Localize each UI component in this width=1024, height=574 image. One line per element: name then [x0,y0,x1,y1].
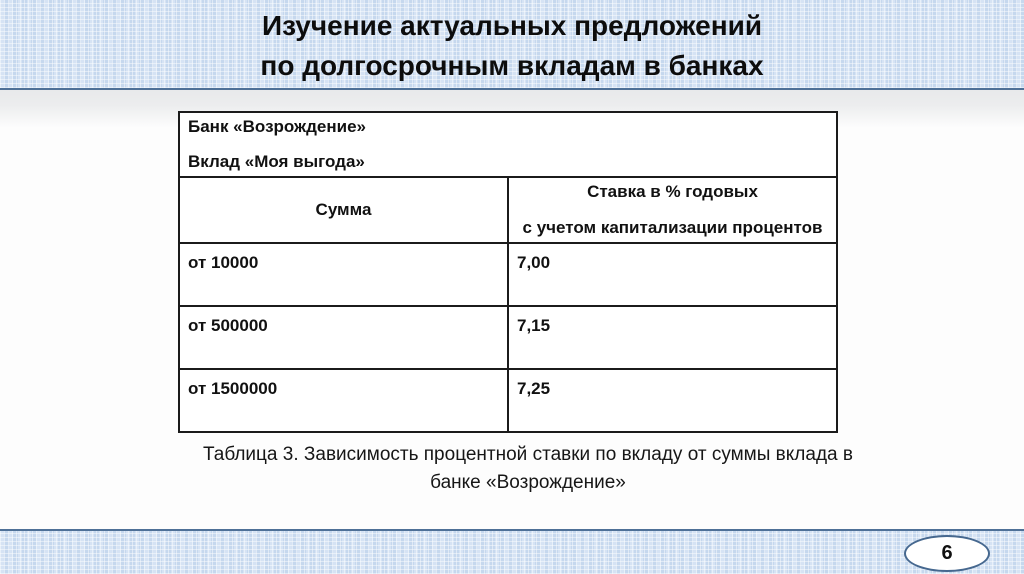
rate-cell: 7,00 [507,242,838,307]
page-title-line-1: Изучение актуальных предложений [261,10,763,41]
bank-name: Банк «Возрождение» [188,117,366,136]
table-header-row: Сумма Ставка в % годовых с учетом капита… [178,176,838,244]
page-title-line-2: по долгосрочным вкладам в банках [260,50,764,81]
deposit-name: Вклад «Моя выгода» [188,152,365,171]
sum-column-header: Сумма [178,176,509,244]
bank-name-cell: Банк «Возрождение» Вклад «Моя выгода» [178,111,838,178]
table-row: от 10000 7,00 [178,242,838,307]
sum-cell: от 10000 [178,242,509,307]
deposit-rates-table: Банк «Возрождение» Вклад «Моя выгода» Су… [178,111,838,433]
footer-band [0,529,1024,574]
sum-cell: от 1500000 [178,368,509,433]
rate-cell: 7,15 [507,305,838,370]
table-caption-line-2: банке «Возрождение» [430,472,626,493]
rate-cell: 7,25 [507,368,838,433]
table-row: от 1500000 7,25 [178,368,838,433]
sum-cell: от 500000 [178,305,509,370]
table-row-bank: Банк «Возрождение» Вклад «Моя выгода» [178,111,838,178]
rate-column-header: Ставка в % годовых с учетом капитализаци… [507,176,838,244]
page-number-badge: 6 [904,535,990,572]
header-band [0,0,1024,90]
page-title: Изучение актуальных предложений по долго… [0,0,1024,86]
table-caption: Таблица 3. Зависимость процентной ставки… [178,441,878,497]
page-number: 6 [941,542,953,564]
table-row: от 500000 7,15 [178,305,838,370]
rate-header-line-1: Ставка в % годовых [587,182,758,201]
rate-header-line-2: с учетом капитализации процентов [522,218,823,237]
table-caption-line-1: Таблица 3. Зависимость процентной ставки… [203,444,853,465]
